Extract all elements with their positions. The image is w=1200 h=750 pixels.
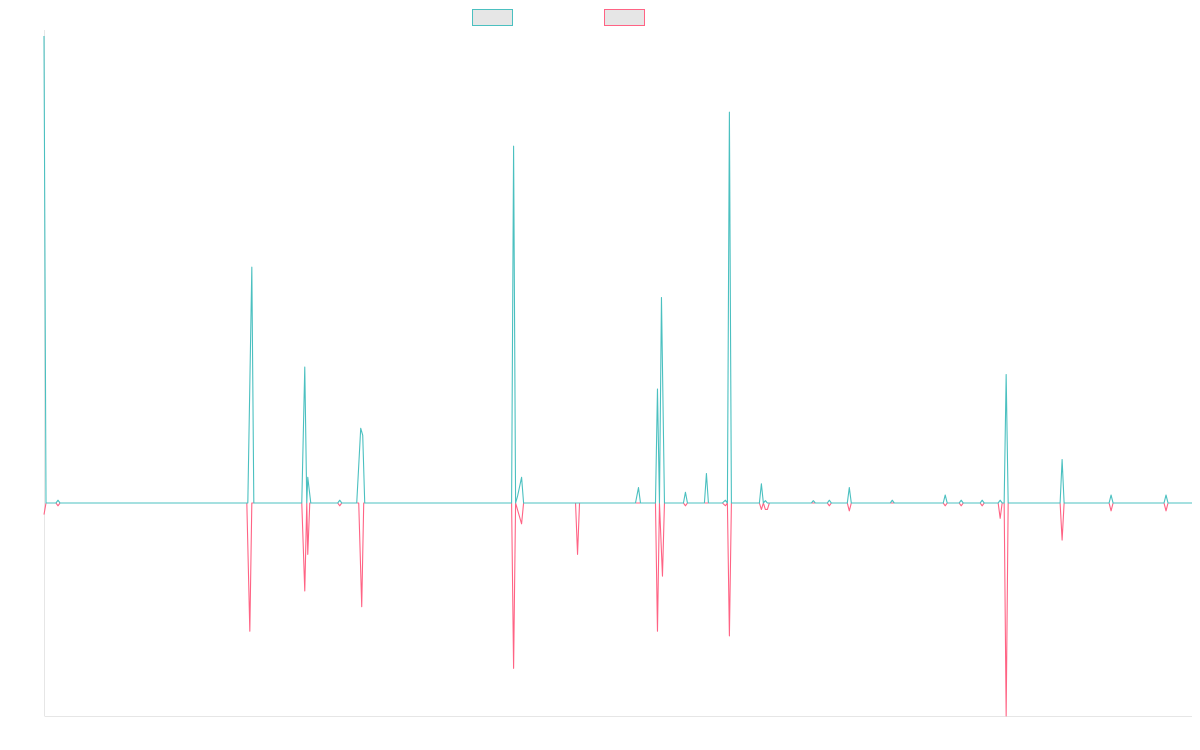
series-line-1 — [43, 35, 1192, 504]
legend-swatch-1[interactable] — [472, 9, 513, 26]
chart-legend[interactable] — [472, 9, 645, 26]
legend-swatch-2[interactable] — [604, 9, 645, 26]
plot-area — [43, 30, 1192, 717]
series-line-2 — [43, 502, 1192, 717]
series-group — [43, 35, 1192, 717]
